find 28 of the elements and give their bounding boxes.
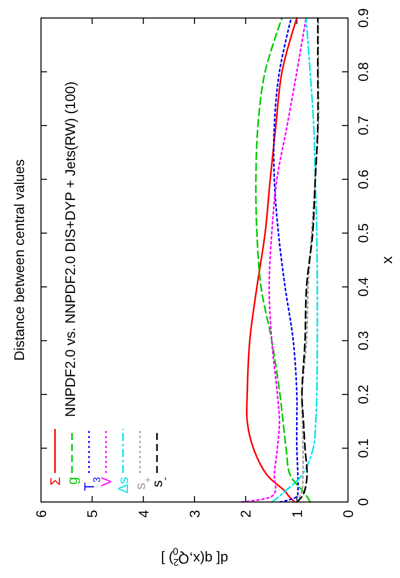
y-axis-title: x [379,256,396,264]
text: g [64,477,80,485]
line-series [270,17,318,503]
line-series [241,17,307,503]
text: Distance between central values [11,159,27,361]
y-tick-label: 0.7 [355,116,371,136]
x-tick-label: 3 [186,510,202,518]
y-tick-label: 0.2 [355,384,371,404]
line-series [246,17,298,503]
text: Δs [115,477,131,494]
line-series [272,17,299,503]
y-tick-label: 0.9 [355,8,371,28]
line-series [255,17,311,503]
y-tick-label: 0.8 [355,62,371,82]
y-tick-label: 0.1 [355,438,371,458]
x-tick-label: 5 [84,510,100,518]
text: Σ [47,476,63,486]
y-tick-label: 0.6 [355,169,371,190]
x-tick-label: 0 [340,510,356,518]
x-tick-label: 2 [238,510,254,518]
x-tick-label: 1 [288,510,305,518]
x-tick-label: 4 [135,510,152,518]
y-tick-label: 0.5 [355,223,371,243]
y-tick-label: 0 [355,498,371,506]
y-tick-label: 0.3 [355,330,371,350]
legend-title: NNPDF2.0 vs. NNPDF2.0 DIS+DYP + Jets(RW) (100) [62,81,78,417]
y-tick-label: 0.4 [355,276,371,297]
x-tick-label: 6 [33,510,49,518]
